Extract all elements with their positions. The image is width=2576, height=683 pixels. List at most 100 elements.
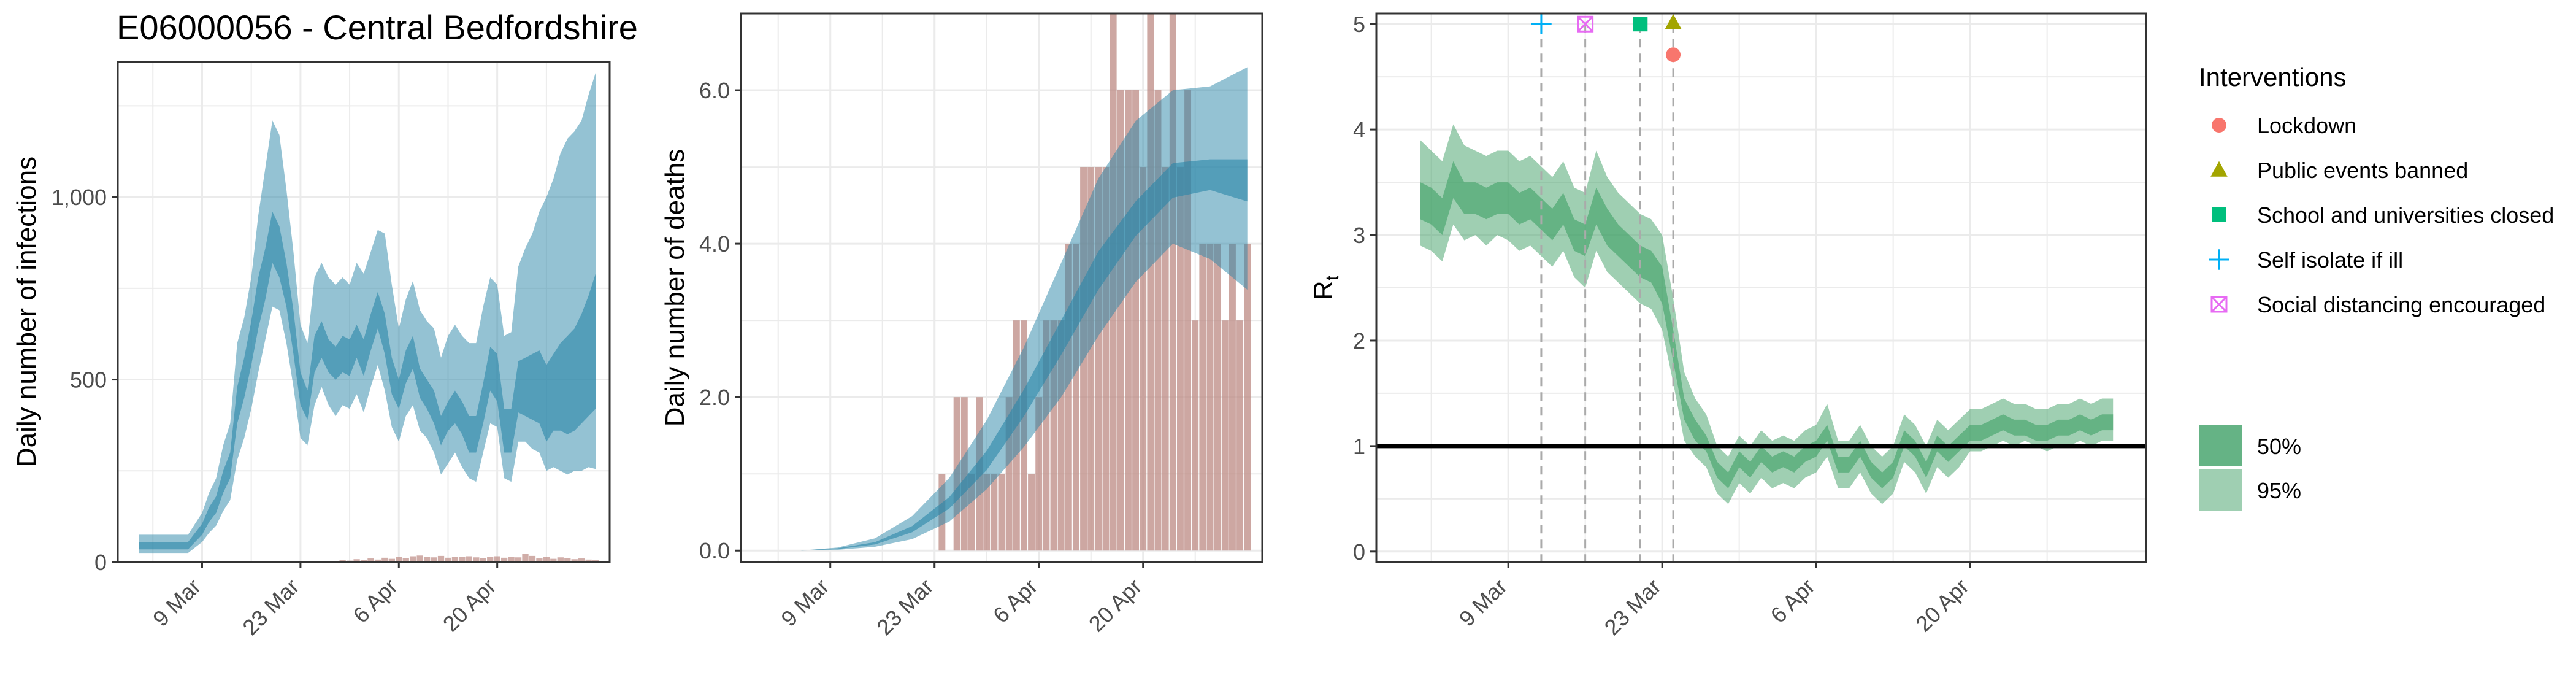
rt-y-tick-label: 0 bbox=[1353, 539, 1365, 565]
infections-bar bbox=[410, 556, 416, 562]
deaths-bar bbox=[1102, 167, 1110, 551]
deaths-bar bbox=[1043, 320, 1050, 551]
infections-bar bbox=[437, 555, 445, 562]
infections-bar bbox=[494, 556, 500, 562]
infections-y-tick-label: 500 bbox=[70, 368, 107, 393]
infections-bar bbox=[388, 558, 395, 562]
infections-bar bbox=[396, 557, 402, 562]
deaths-bar bbox=[1214, 244, 1221, 551]
deaths-bar bbox=[1072, 244, 1079, 551]
deaths-bar bbox=[1162, 167, 1169, 551]
rt-marker-lockdown bbox=[1666, 47, 1681, 63]
rt-ribbon-50 bbox=[1420, 161, 2114, 488]
infections-bar bbox=[402, 558, 409, 562]
infections-bar bbox=[416, 555, 423, 562]
rt-y-axis-label: Rt bbox=[1308, 275, 1343, 300]
deaths-bar bbox=[1095, 167, 1102, 551]
legend-label: Public events banned bbox=[2257, 158, 2468, 183]
infections-bar bbox=[451, 557, 459, 562]
deaths-bar bbox=[1065, 244, 1072, 551]
infections-bar bbox=[515, 557, 522, 562]
deaths-bar bbox=[1176, 167, 1184, 551]
deaths-bar bbox=[1117, 90, 1124, 551]
deaths-bar bbox=[983, 474, 991, 551]
deaths-y-tick-label: 4.0 bbox=[699, 231, 730, 257]
legend-label: Lockdown bbox=[2257, 113, 2356, 138]
rt-panel-border bbox=[1375, 12, 2147, 563]
infections-bar bbox=[508, 557, 515, 562]
chart-title: E06000056 - Central Bedfordshire bbox=[117, 8, 638, 47]
legend: Interventions Lockdown Public events bann… bbox=[2199, 63, 2554, 511]
rt-y-tick-label: 5 bbox=[1353, 12, 1365, 37]
infections-bar bbox=[431, 557, 437, 562]
rt-y-tick-label: 2 bbox=[1353, 328, 1365, 353]
infections-bar bbox=[459, 557, 466, 562]
deaths-bar bbox=[1132, 90, 1140, 551]
rt-y-tick-label: 3 bbox=[1353, 223, 1365, 248]
infections-bar bbox=[374, 559, 381, 562]
deaths-bar bbox=[998, 474, 1005, 551]
deaths-y-tick-label: 2.0 bbox=[699, 385, 730, 410]
deaths-bar bbox=[1087, 167, 1095, 551]
deaths-bar bbox=[1221, 320, 1229, 551]
deaths-panel-border bbox=[740, 12, 1263, 563]
rt-marker-public-events bbox=[1665, 14, 1682, 29]
deaths-bar bbox=[1140, 167, 1147, 551]
deaths-bar bbox=[968, 474, 975, 551]
deaths-bar bbox=[1124, 90, 1132, 551]
deaths-y-tick-label: 6.0 bbox=[699, 78, 730, 103]
infections-bar bbox=[543, 557, 550, 562]
rt-marker-social-distancing bbox=[1577, 15, 1594, 33]
infections-bar bbox=[487, 557, 494, 562]
deaths-bar bbox=[1199, 244, 1206, 551]
infections-y-axis-label: Daily number of infections bbox=[12, 156, 42, 467]
deaths-bar bbox=[1147, 14, 1154, 551]
legend-ci-label: 95% bbox=[2257, 478, 2301, 503]
infections-bar bbox=[529, 555, 536, 562]
deaths-bar bbox=[1192, 320, 1199, 551]
deaths-data bbox=[800, 14, 1251, 551]
deaths-bar bbox=[1050, 320, 1057, 551]
infections-bar bbox=[578, 558, 585, 562]
rt-y-tick-label: 4 bbox=[1353, 117, 1365, 142]
deaths-bar bbox=[1206, 244, 1214, 551]
infections-bar bbox=[592, 560, 599, 562]
infections-bar bbox=[466, 556, 473, 562]
infections-bar bbox=[571, 559, 578, 562]
infections-bar bbox=[557, 557, 564, 562]
deaths-bar bbox=[1154, 90, 1162, 551]
legend-label: School and universities closed bbox=[2257, 203, 2554, 228]
deaths-bar bbox=[1057, 320, 1065, 551]
deaths-bar bbox=[1244, 244, 1251, 551]
infections-bar bbox=[500, 557, 508, 562]
legend-key-boxed-x bbox=[2210, 296, 2228, 313]
infections-y-tick-label: 1,000 bbox=[52, 185, 107, 210]
deaths-bar bbox=[991, 474, 998, 551]
legend-key-triangle bbox=[2210, 161, 2228, 177]
legend-title: Interventions bbox=[2199, 63, 2346, 91]
rt-marker-schools bbox=[1633, 17, 1648, 32]
infections-bar bbox=[423, 557, 431, 562]
infections-bar bbox=[564, 558, 571, 562]
deaths-bar bbox=[1229, 244, 1236, 551]
infections-bar bbox=[536, 558, 543, 562]
legend-key-circle bbox=[2212, 118, 2226, 133]
infections-bar bbox=[585, 559, 592, 562]
legend-key-square bbox=[2212, 207, 2226, 222]
deaths-bar bbox=[1236, 320, 1244, 551]
infections-bar bbox=[353, 559, 360, 562]
rt-marker-self-isolate bbox=[1531, 14, 1552, 34]
rt-y-tick-label: 1 bbox=[1353, 434, 1365, 459]
deaths-y-axis-label: Daily number of deaths bbox=[660, 149, 690, 426]
deaths-bar bbox=[1184, 90, 1192, 551]
infections-bar bbox=[360, 560, 367, 562]
deaths-ribbon-95 bbox=[800, 67, 1248, 551]
infections-bar bbox=[473, 557, 480, 562]
infections-bar bbox=[445, 557, 451, 562]
rt-y-axis-label-main: R bbox=[1308, 280, 1338, 300]
legend-ci-items: 50% 95% bbox=[2199, 425, 2301, 511]
deaths-bar bbox=[1005, 397, 1013, 551]
infections-bar bbox=[381, 557, 388, 562]
